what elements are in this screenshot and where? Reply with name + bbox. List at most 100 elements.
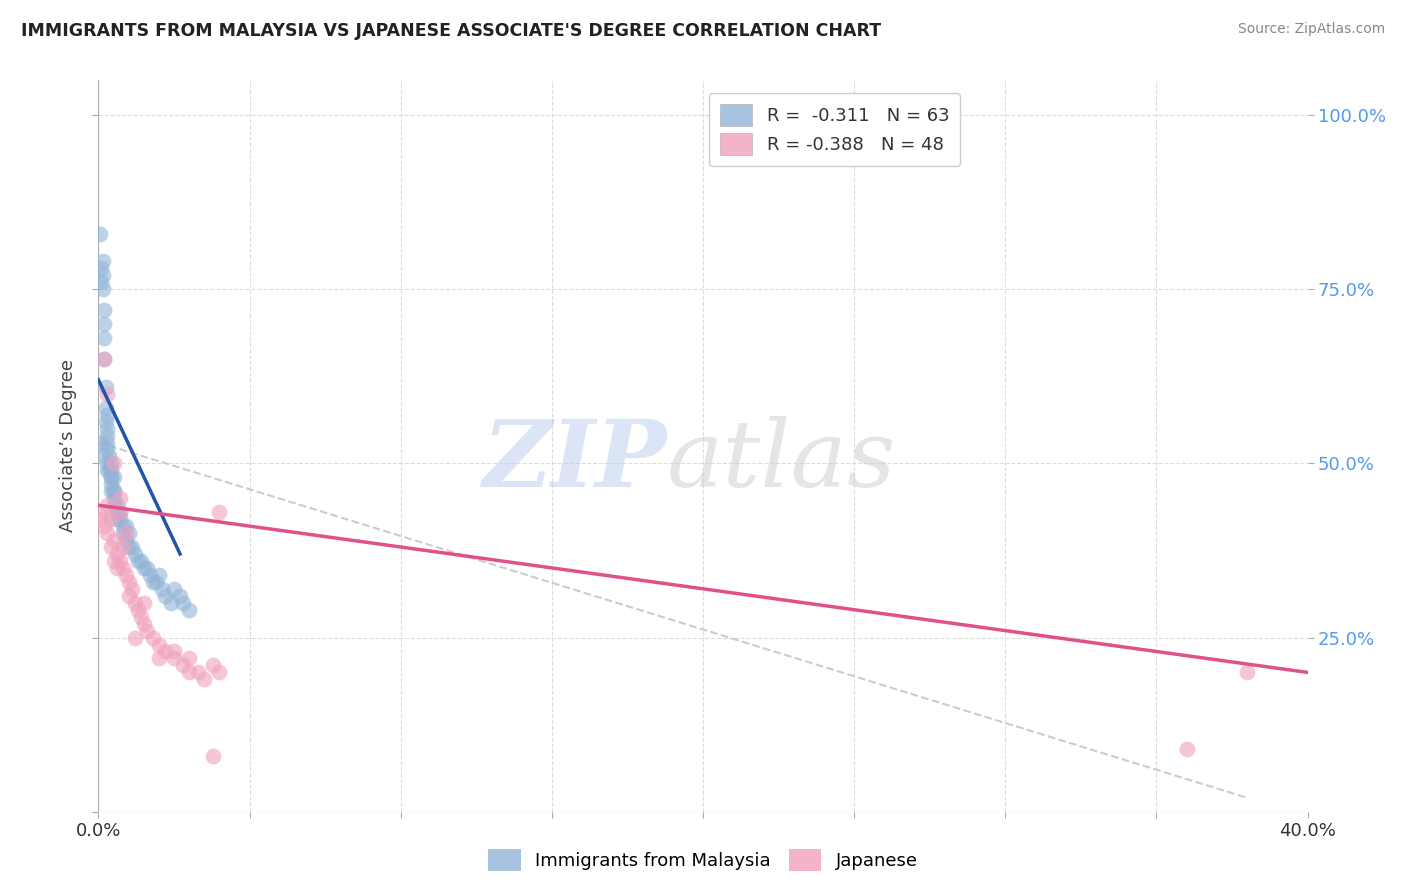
Point	[163, 644, 186, 658]
Point	[148, 651, 170, 665]
Point	[105, 512, 128, 526]
Point	[93, 505, 115, 519]
Point	[132, 596, 155, 610]
Point	[139, 567, 162, 582]
Point	[93, 331, 115, 345]
Point	[121, 540, 143, 554]
Point	[96, 526, 118, 541]
Point	[96, 435, 118, 450]
Point	[142, 574, 165, 589]
Point	[114, 519, 136, 533]
Point	[114, 533, 136, 547]
Point	[202, 658, 225, 673]
Point	[96, 457, 118, 471]
Text: Source: ZipAtlas.com: Source: ZipAtlas.com	[1237, 22, 1385, 37]
Point	[96, 408, 118, 422]
Point	[129, 554, 152, 568]
Point	[91, 282, 114, 296]
Point	[132, 616, 155, 631]
Point	[179, 665, 201, 680]
Point	[118, 589, 141, 603]
Point	[127, 603, 149, 617]
Point	[135, 624, 157, 638]
Point	[103, 457, 125, 471]
Point	[90, 261, 112, 276]
Point	[118, 574, 141, 589]
Point	[163, 651, 186, 665]
Point	[108, 554, 131, 568]
Point	[105, 561, 128, 575]
Point	[132, 561, 155, 575]
Legend: R =  -0.311   N = 63, R = -0.388   N = 48: R = -0.311 N = 63, R = -0.388 N = 48	[709, 93, 960, 166]
Point	[93, 317, 115, 331]
Point	[100, 470, 122, 484]
Point	[96, 463, 118, 477]
Point	[142, 631, 165, 645]
Point	[114, 567, 136, 582]
Point	[103, 533, 125, 547]
Point	[103, 498, 125, 512]
Point	[208, 505, 231, 519]
Point	[100, 457, 122, 471]
Text: ZIP: ZIP	[482, 416, 666, 506]
Point	[96, 498, 118, 512]
Point	[96, 442, 118, 457]
Point	[111, 561, 134, 575]
Text: IMMIGRANTS FROM MALAYSIA VS JAPANESE ASSOCIATE'S DEGREE CORRELATION CHART: IMMIGRANTS FROM MALAYSIA VS JAPANESE ASS…	[21, 22, 882, 40]
Point	[93, 303, 115, 318]
Point	[96, 386, 118, 401]
Point	[111, 519, 134, 533]
Point	[145, 574, 167, 589]
Point	[118, 526, 141, 541]
Point	[179, 651, 201, 665]
Point	[100, 540, 122, 554]
Point	[160, 596, 183, 610]
Point	[148, 567, 170, 582]
Point	[129, 609, 152, 624]
Legend: Immigrants from Malaysia, Japanese: Immigrants from Malaysia, Japanese	[481, 842, 925, 879]
Text: atlas: atlas	[666, 416, 896, 506]
Point	[94, 401, 117, 415]
Point	[108, 491, 131, 506]
Point	[90, 512, 112, 526]
Y-axis label: Associate’s Degree: Associate’s Degree	[59, 359, 77, 533]
Point	[100, 484, 122, 499]
Point	[100, 477, 122, 491]
Point	[127, 554, 149, 568]
Point	[114, 526, 136, 541]
Point	[93, 519, 115, 533]
Point	[202, 749, 225, 764]
Point	[94, 380, 117, 394]
Point	[98, 463, 121, 477]
Point	[100, 512, 122, 526]
Point	[153, 589, 176, 603]
Point	[93, 351, 115, 366]
Point	[135, 561, 157, 575]
Point	[90, 435, 112, 450]
Point	[96, 428, 118, 442]
Point	[111, 540, 134, 554]
Point	[172, 658, 194, 673]
Point	[89, 227, 111, 241]
Point	[108, 505, 131, 519]
Point	[100, 463, 122, 477]
Point	[208, 665, 231, 680]
Point	[91, 254, 114, 268]
Point	[124, 547, 146, 561]
Point	[108, 505, 131, 519]
Point	[153, 644, 176, 658]
Point	[150, 582, 173, 596]
Point	[169, 589, 191, 603]
Point	[103, 484, 125, 499]
Point	[103, 470, 125, 484]
Point	[163, 582, 186, 596]
Point	[93, 450, 115, 464]
Point	[187, 665, 209, 680]
Point	[98, 450, 121, 464]
Point	[94, 415, 117, 429]
Point	[108, 512, 131, 526]
Point	[1175, 742, 1198, 756]
Point	[179, 603, 201, 617]
Point	[103, 554, 125, 568]
Point	[105, 505, 128, 519]
